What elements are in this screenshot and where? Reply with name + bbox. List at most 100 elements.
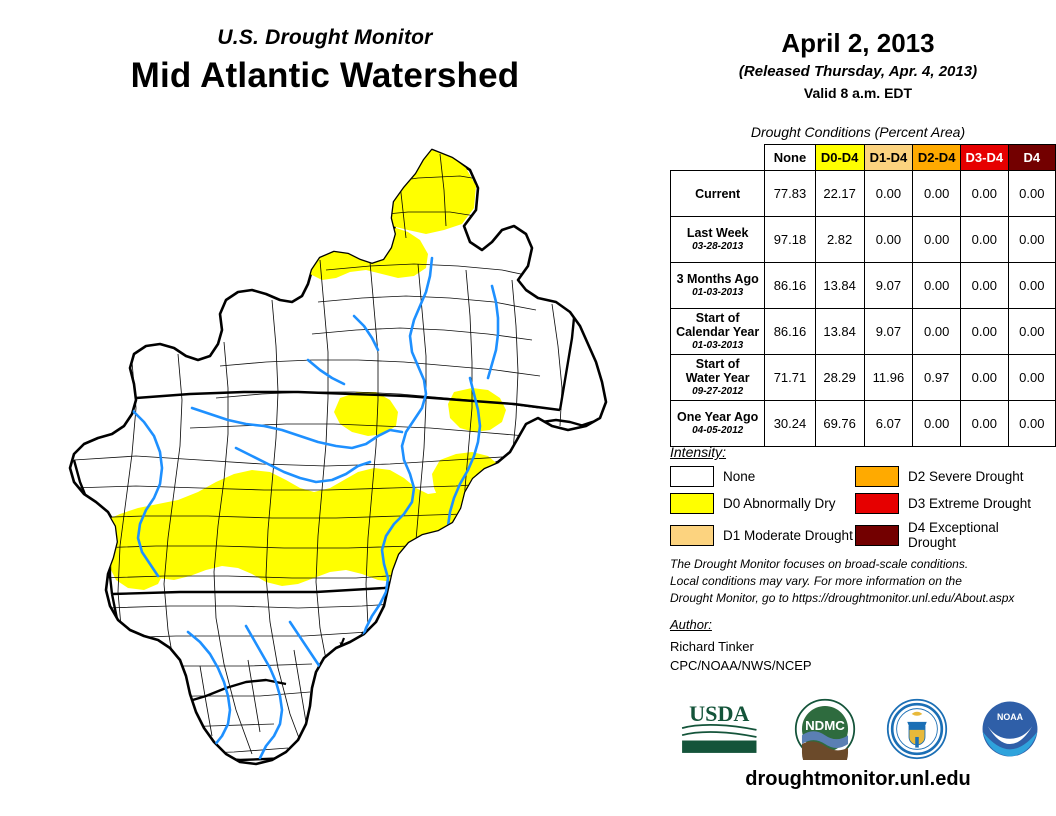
cell-value: 0.00 — [863, 216, 914, 263]
usda-logo: USDA — [682, 701, 757, 753]
cell-value: 2.82 — [814, 216, 865, 263]
cell-value: 0.00 — [959, 216, 1009, 263]
header-spacer — [671, 145, 765, 171]
agency-logos: USDA NDMC NOAA — [660, 694, 1056, 764]
valid-time: Valid 8 a.m. EDT — [803, 85, 913, 101]
legend-label: D0 Abnormally Dry — [723, 496, 836, 511]
cell-value: 97.18 — [764, 216, 816, 263]
cell-value: 0.00 — [959, 400, 1009, 447]
map-title-block: U.S. Drought Monitor Mid Atlantic Waters… — [0, 26, 650, 96]
drought-conditions-table: None D0-D4 D1-D4 D2-D4 D3-D4 D4 Current 77.83 2… — [669, 144, 1056, 447]
row-label: Last Week 03-28-2013 — [669, 216, 766, 263]
cell-value: 71.71 — [764, 354, 816, 401]
cell-value: 0.00 — [1007, 262, 1056, 309]
table-header-row: None D0-D4 D1-D4 D2-D4 D3-D4 D4 — [671, 144, 1056, 171]
cell-value: 0.00 — [912, 216, 961, 263]
column-header-d1-d4: D1-D4 — [863, 144, 914, 171]
legend-label: D3 Extreme Drought — [908, 496, 1032, 511]
cell-value: 77.83 — [764, 170, 816, 217]
cell-value: 0.00 — [863, 170, 914, 217]
table-row: One Year Ago 04-05-2012 30.24 69.76 6.07 0.00… — [669, 400, 1056, 447]
cell-value: 0.00 — [959, 308, 1009, 355]
cell-value: 0.97 — [912, 354, 961, 401]
author-heading: Author: — [670, 617, 712, 632]
row-date: 03-28-2013 — [692, 241, 744, 253]
row-label: Start of Calendar Year 01-03-2013 — [669, 308, 766, 355]
author-affiliation: CPC/NOAA/NWS/NCEP — [670, 657, 812, 673]
cell-value: 28.29 — [814, 354, 865, 401]
table-row: Current 77.83 22.17 0.00 0.00 0.00 0.00 — [669, 170, 1056, 217]
region-title: Mid Atlantic Watershed — [130, 56, 520, 95]
ndmc-logo: NDMC — [794, 698, 856, 760]
row-label: Start of Water Year 09-27-2012 — [669, 354, 766, 401]
legend-item: D4 Exceptional Drought — [855, 520, 1050, 550]
cell-value: 0.00 — [1007, 216, 1056, 263]
cell-value: 13.84 — [814, 308, 865, 355]
column-header-none: None — [764, 144, 816, 171]
cell-value: 0.00 — [912, 262, 961, 309]
note-line-1: The Drought Monitor focuses on broad-sca… — [670, 557, 969, 571]
table-row: Last Week 03-28-2013 97.18 2.82 0.00 0.00 0.00… — [669, 216, 1056, 263]
svg-text:USDA: USDA — [689, 701, 749, 726]
legend-title: Intensity: — [670, 444, 727, 460]
cell-value: 0.00 — [1007, 354, 1056, 401]
cell-value: 6.07 — [863, 400, 914, 447]
column-header-d0-d4: D0-D4 — [814, 144, 865, 171]
cell-value: 0.00 — [959, 262, 1009, 309]
website-url[interactable]: droughtmonitor.unl.edu — [745, 768, 971, 790]
legend-swatch — [670, 493, 714, 514]
usdc-seal — [887, 698, 948, 760]
legend-swatch — [855, 493, 899, 514]
column-header-d4: D4 — [1007, 144, 1056, 171]
table-row: Start of Calendar Year 01-03-2013 86.16 13.8… — [669, 308, 1056, 355]
cell-value: 86.16 — [764, 308, 816, 355]
column-header-d3-d4: D3-D4 — [959, 144, 1009, 171]
cell-value: 22.17 — [814, 170, 865, 217]
legend-swatch — [855, 466, 899, 487]
row-label: 3 Months Ago 01-03-2013 — [669, 262, 766, 309]
row-date: 01-03-2013 — [692, 287, 744, 299]
drought-map[interactable] — [40, 130, 660, 800]
cell-value: 0.00 — [912, 308, 961, 355]
cell-value: 9.07 — [863, 308, 914, 355]
table-row: 3 Months Ago 01-03-2013 86.16 13.84 9.07 0.00… — [669, 262, 1056, 309]
cell-value: 0.00 — [959, 354, 1009, 401]
table-caption: Drought Conditions (Percent Area) — [750, 124, 966, 140]
legend-swatch — [855, 524, 899, 546]
cell-value: 0.00 — [1007, 170, 1056, 217]
row-label: Current — [669, 170, 766, 217]
cell-value: 11.96 — [863, 354, 914, 401]
legend-item: D0 Abnormally Dry — [670, 493, 855, 514]
report-header: April 2, 2013 (Released Thursday, Apr. 4… — [660, 28, 1056, 101]
cell-value: 0.00 — [912, 170, 961, 217]
note-line-2: Local conditions may vary. For more info… — [670, 574, 962, 589]
legend-label: D1 Moderate Drought — [723, 527, 853, 543]
column-header-d2-d4: D2-D4 — [912, 144, 961, 171]
cell-value: 0.00 — [959, 170, 1009, 217]
table-row: Start of Water Year 09-27-2012 71.71 28.29 11… — [669, 354, 1056, 401]
cell-value: 0.00 — [912, 400, 961, 447]
legend-item: D3 Extreme Drought — [855, 493, 1050, 514]
release-date: (Released Thursday, Apr. 4, 2013) — [738, 63, 978, 80]
legend-label: None — [723, 469, 756, 484]
cell-value: 9.07 — [863, 262, 914, 309]
row-date: 01-03-2013 — [692, 340, 744, 352]
cell-value: 30.24 — [764, 400, 816, 447]
legend-item: D1 Moderate Drought — [670, 520, 855, 550]
cell-value: 69.76 — [814, 400, 865, 447]
cell-value: 0.00 — [1007, 308, 1056, 355]
legend-label: D2 Severe Drought — [908, 469, 1024, 484]
noaa-logo: NOAA — [982, 701, 1038, 757]
map-landmass — [68, 148, 608, 766]
river-network — [130, 256, 500, 760]
program-title: U.S. Drought Monitor — [217, 26, 433, 49]
legend-label: D4 Exceptional Drought — [908, 520, 999, 550]
author-block: Author: Richard Tinker CPC/NOAA/NWS/NCEP — [670, 616, 1050, 676]
note-line-3: Drought Monitor, go to https://droughtmo… — [670, 591, 1015, 606]
cell-value: 86.16 — [764, 262, 816, 309]
cell-value: 0.00 — [1007, 400, 1056, 447]
disclaimer-note: The Drought Monitor focuses on broad-sca… — [670, 556, 1050, 607]
cell-value: 13.84 — [814, 262, 865, 309]
row-label: One Year Ago 04-05-2012 — [669, 400, 766, 447]
